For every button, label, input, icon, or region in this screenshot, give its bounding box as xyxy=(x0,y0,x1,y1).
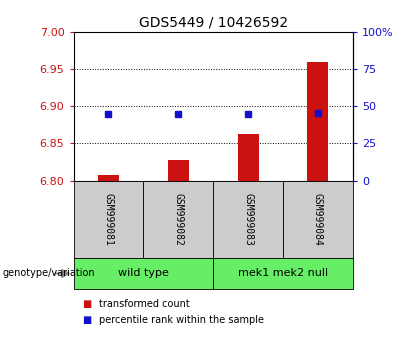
Text: ■: ■ xyxy=(82,299,91,309)
Text: mek1 mek2 null: mek1 mek2 null xyxy=(238,268,328,279)
Text: GSM999084: GSM999084 xyxy=(313,193,323,246)
Text: ■: ■ xyxy=(82,315,91,325)
Text: transformed count: transformed count xyxy=(99,299,189,309)
Text: genotype/variation: genotype/variation xyxy=(2,268,95,279)
Text: GSM999082: GSM999082 xyxy=(173,193,183,246)
Title: GDS5449 / 10426592: GDS5449 / 10426592 xyxy=(139,15,288,29)
Text: GSM999083: GSM999083 xyxy=(243,193,253,246)
Text: wild type: wild type xyxy=(118,268,169,279)
Bar xyxy=(307,62,328,181)
Bar xyxy=(238,134,259,181)
Bar xyxy=(98,175,119,181)
Text: GSM999081: GSM999081 xyxy=(103,193,113,246)
Text: percentile rank within the sample: percentile rank within the sample xyxy=(99,315,264,325)
Bar xyxy=(168,160,189,181)
